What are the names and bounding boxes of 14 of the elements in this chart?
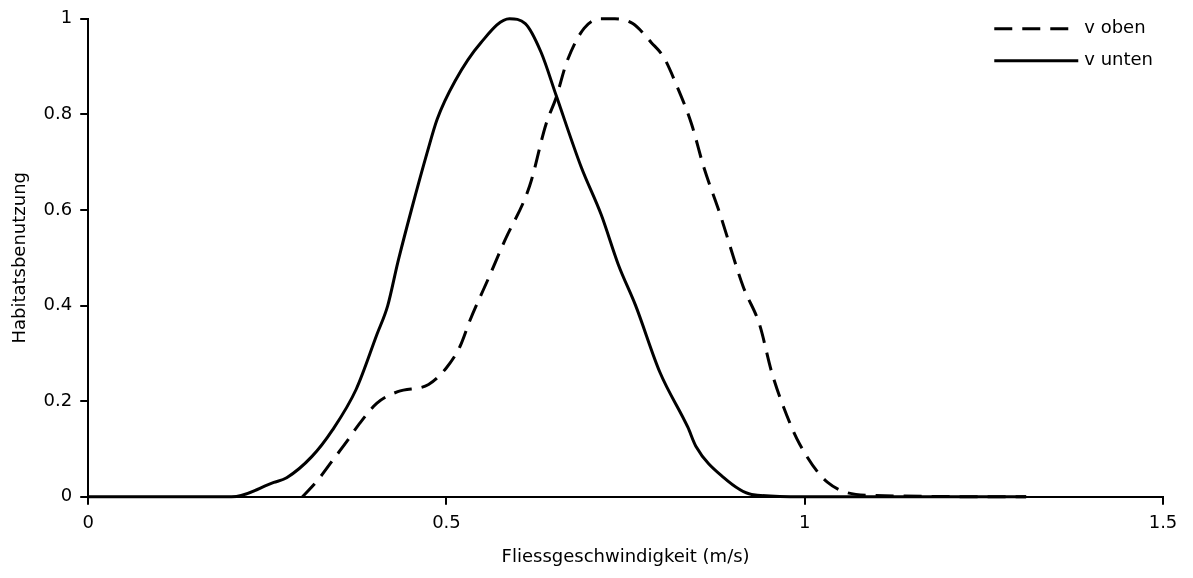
x-tick-label: 0 xyxy=(82,511,94,533)
legend-label: v unten xyxy=(1084,48,1153,70)
x-tick-label: 1 xyxy=(799,511,811,533)
legend-label: v oben xyxy=(1084,16,1146,38)
y-tick-label: 1 xyxy=(60,6,73,28)
y-tick-label: 0 xyxy=(60,484,73,506)
y-tick-label: 0.6 xyxy=(43,197,73,219)
y-tick-label: 0.4 xyxy=(43,293,73,315)
y-tick-label: 0.2 xyxy=(43,388,73,410)
x-tick-label: 0.5 xyxy=(432,511,461,533)
x-axis-title: Fliessgeschwindigkeit (m/s) xyxy=(501,544,750,566)
y-tick-label: 0.8 xyxy=(43,102,73,124)
y-axis-title: Habitatsbenutzung xyxy=(8,172,30,344)
x-tick-label: 1.5 xyxy=(1148,511,1178,533)
